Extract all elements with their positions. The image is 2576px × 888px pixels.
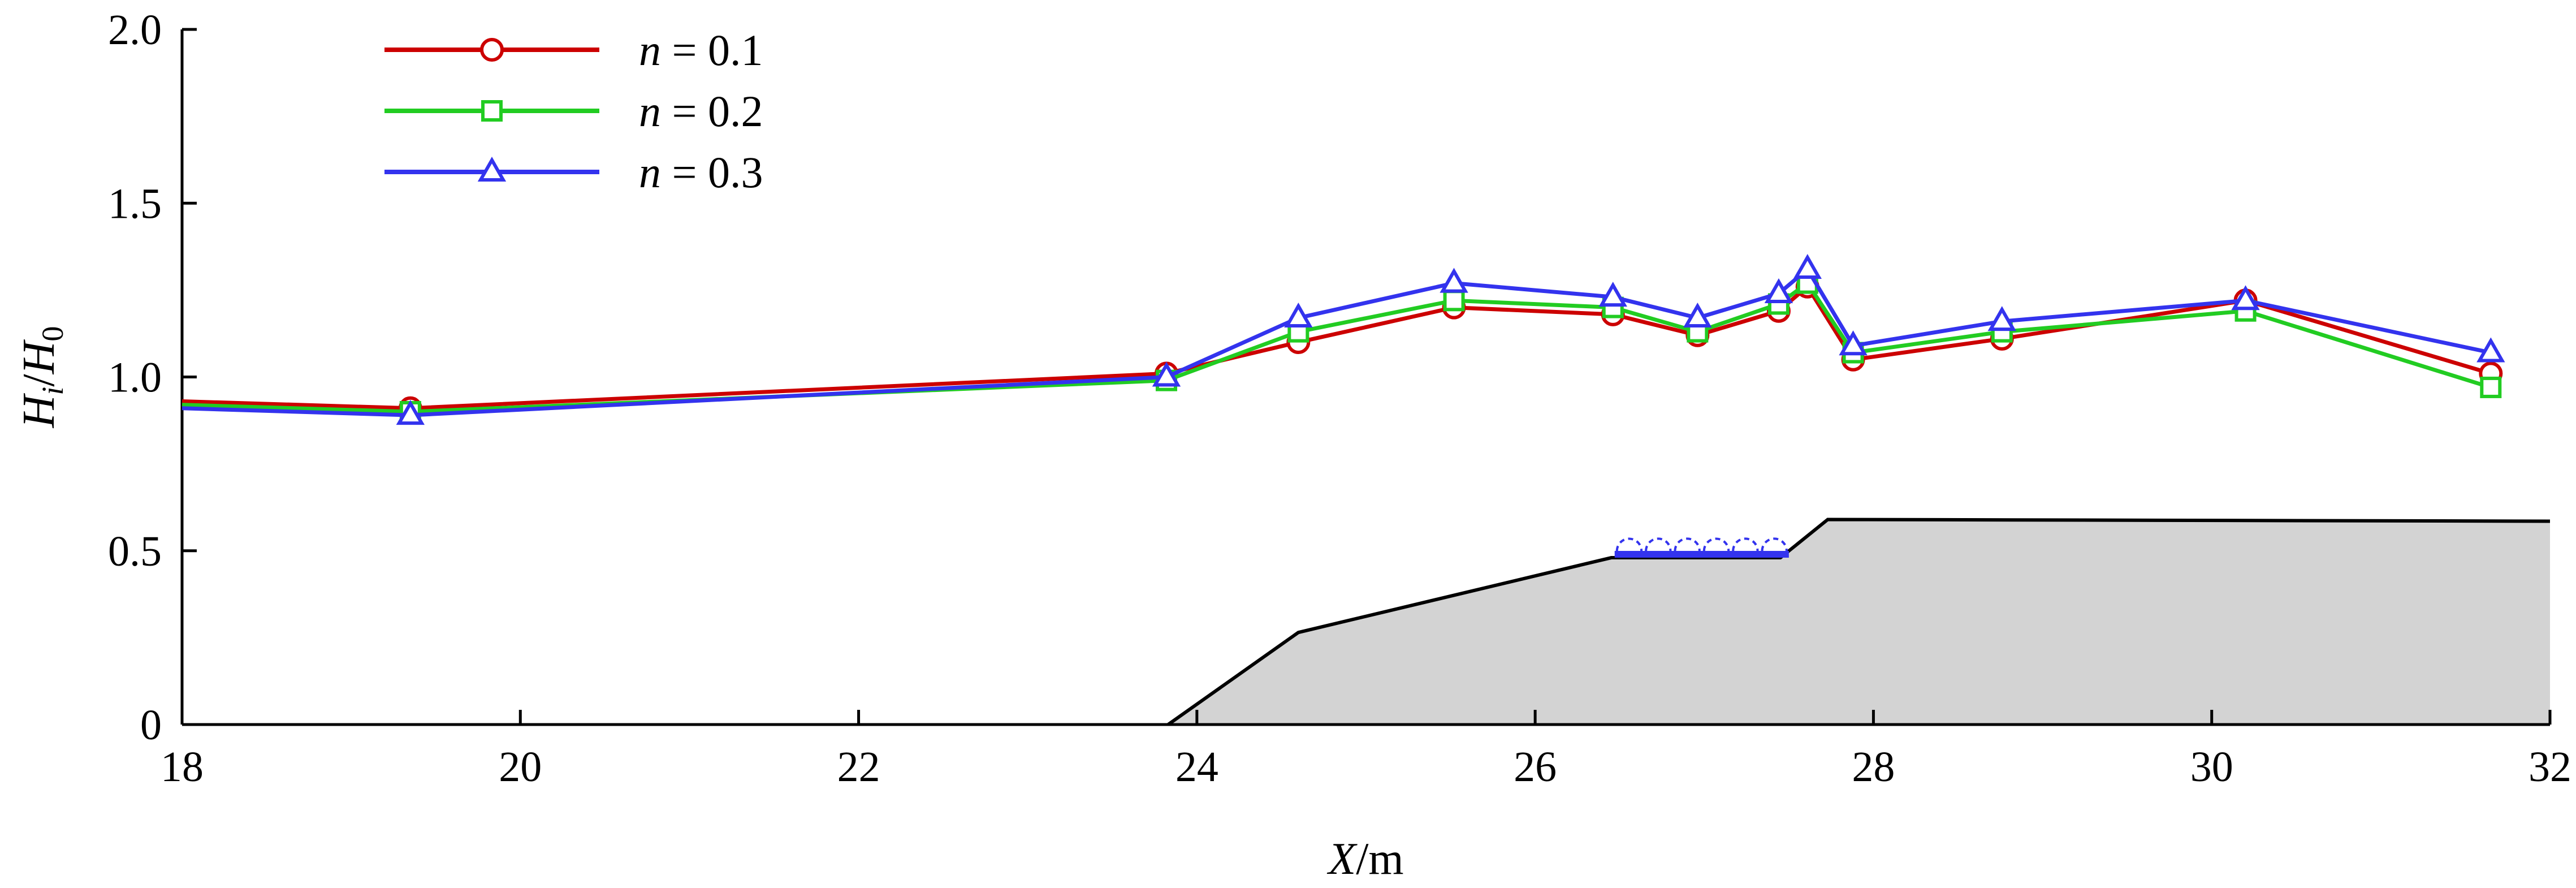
series-layer (181, 253, 2505, 425)
data-point (1598, 282, 1627, 307)
legend-label: n = 0.2 (639, 87, 763, 136)
data-point (2480, 376, 2502, 398)
axes: 18 20 22 24 26 28 30 32 0 0.5 1.0 1.5 2.0 X/m Hi/H0 (14, 6, 2571, 884)
data-point (1987, 306, 2016, 331)
data-point (1440, 268, 1468, 293)
legend-marker (480, 38, 504, 62)
y-tick-label: 2.0 (108, 6, 162, 54)
series-3 (181, 253, 2505, 425)
legend-item-2: n = 0.2 (384, 87, 763, 136)
data-point (1683, 302, 1712, 328)
x-tick-label: 32 (2529, 743, 2571, 791)
x-axis-title: X/m (1326, 834, 1403, 884)
y-tick-label: 1.5 (108, 180, 162, 227)
y-tick-label: 1.0 (108, 354, 162, 402)
legend: n = 0.1 n = 0.2 n = 0.3 (384, 25, 763, 197)
data-point (2231, 285, 2260, 311)
series-line (181, 281, 2492, 414)
bathymetry-layer (1167, 518, 2551, 726)
breakwater-unit (1732, 537, 1759, 551)
data-point (1839, 330, 1868, 356)
x-tick-label: 18 (161, 743, 204, 791)
series-1 (181, 274, 2503, 420)
x-tick-label: 30 (2190, 743, 2233, 791)
breakwater-unit (1615, 537, 1643, 551)
data-point (1443, 290, 1465, 312)
data-point (1764, 278, 1793, 304)
legend-item-1: n = 0.1 (384, 25, 763, 75)
x-tick-label: 20 (499, 743, 542, 791)
data-point (2476, 337, 2505, 363)
y-tick-label: 0.5 (108, 528, 162, 575)
legend-marker (481, 100, 503, 122)
series-line (181, 284, 2492, 411)
data-point (1793, 253, 1822, 279)
y-axis-title: Hi/H0 (14, 326, 70, 429)
breakwater-unit (1702, 537, 1730, 551)
legend-marker (477, 156, 507, 182)
data-point (1284, 302, 1313, 328)
series-line (181, 267, 2492, 417)
legend-label: n = 0.1 (639, 25, 763, 75)
bathymetry-fill (1168, 519, 2550, 725)
series-2 (181, 272, 2502, 423)
data-point (1152, 361, 1181, 387)
breakwater-unit (1674, 537, 1701, 551)
legend-item-3: n = 0.3 (384, 148, 763, 197)
y-tick-label: 0 (140, 701, 162, 749)
x-tick-label: 28 (1852, 743, 1895, 791)
data-point (396, 400, 425, 425)
x-tick-label: 24 (1175, 743, 1218, 791)
legend-label: n = 0.3 (639, 148, 763, 197)
x-tick-label: 26 (1514, 743, 1557, 791)
breakwater-unit (1761, 537, 1788, 551)
breakwater-layer (1614, 537, 1789, 558)
x-tick-label: 22 (837, 743, 880, 791)
breakwater-unit (1645, 537, 1672, 551)
